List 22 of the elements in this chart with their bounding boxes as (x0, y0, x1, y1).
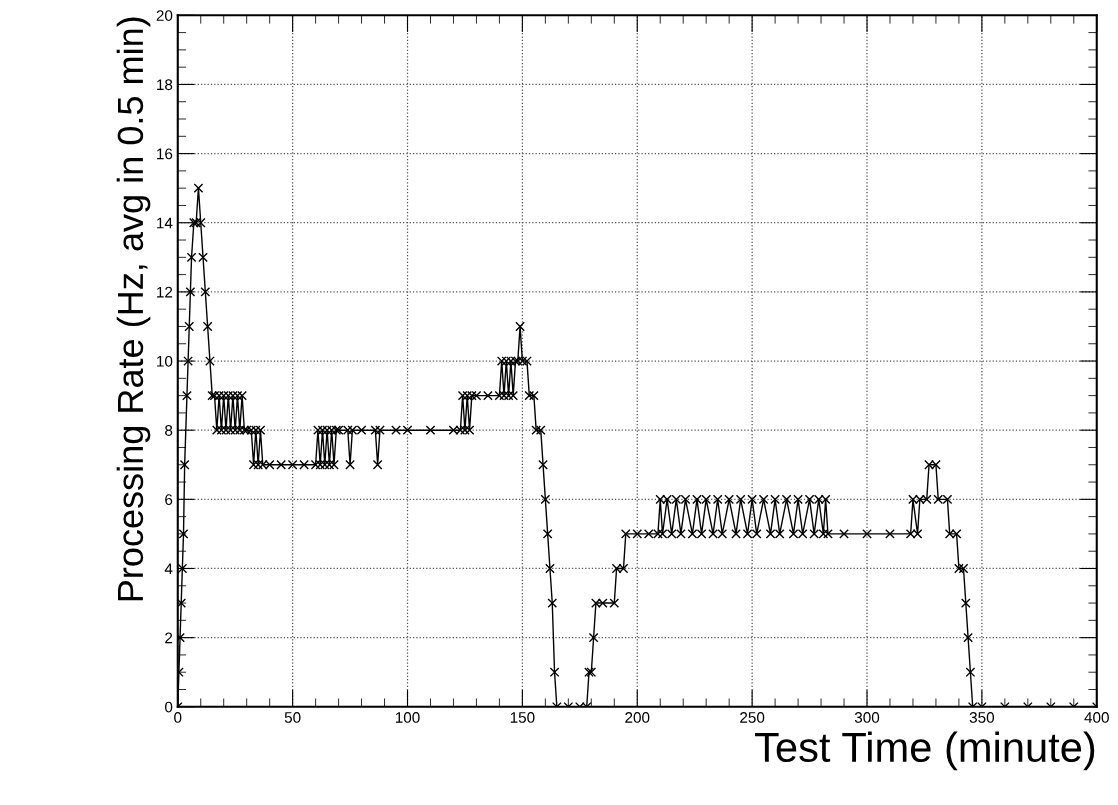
y-tick-label: 2 (165, 632, 173, 644)
x-tick-label: 200 (625, 712, 650, 723)
x-tick-label: 100 (395, 712, 420, 723)
x-tick-label: 50 (284, 712, 301, 723)
y-tick-label: 16 (157, 148, 173, 160)
x-tick-label: 350 (969, 712, 995, 723)
y-tick-label: 6 (165, 494, 173, 506)
x-tick-label: 300 (854, 712, 880, 723)
y-axis-title: Processing Rate (Hz, avg in 0.5 min) (116, 17, 151, 601)
y-tick-label: 14 (157, 217, 173, 229)
x-tick-label: 250 (740, 712, 765, 723)
y-tick-label: 12 (157, 286, 173, 298)
x-tick-label: 0 (174, 712, 182, 723)
x-tick-label: 150 (510, 712, 535, 723)
x-tick-label: 400 (1084, 712, 1109, 723)
x-axis-title: Test Time (minute) (755, 731, 1095, 771)
y-tick-label: 10 (157, 355, 173, 367)
y-tick-label: 8 (165, 425, 173, 436)
y-tick-label: 18 (157, 79, 173, 91)
y-tick-label: 20 (156, 10, 173, 21)
y-tick-label: 0 (165, 701, 173, 713)
y-tick-label: 4 (164, 563, 173, 575)
